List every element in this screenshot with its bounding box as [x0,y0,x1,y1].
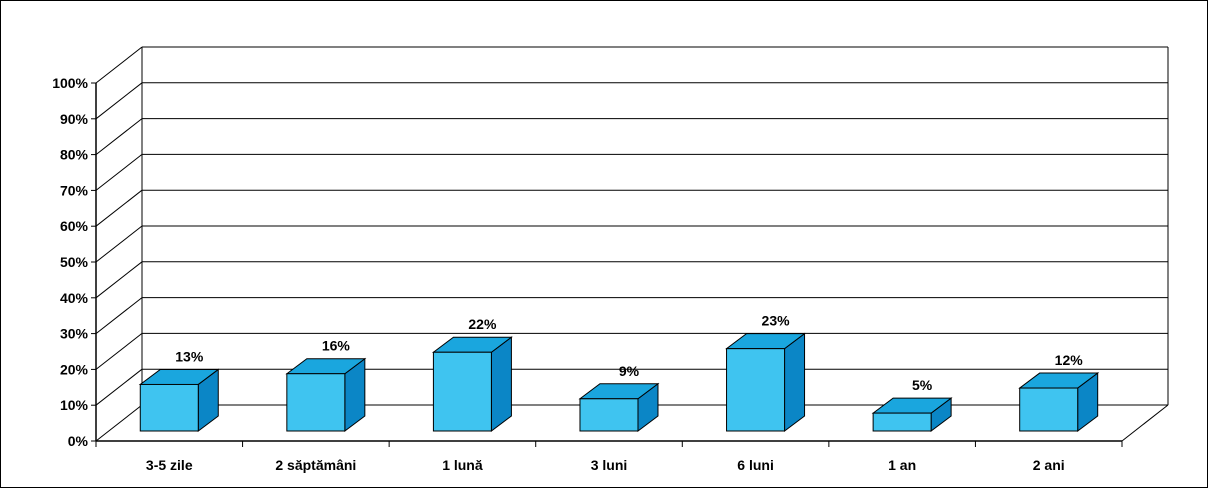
y-tick-label: 40% [60,290,89,306]
gridline-side [95,189,143,227]
data-label: 23% [762,313,791,329]
y-tick-label: 90% [60,111,89,127]
bar-front [579,398,639,432]
bar-front [286,373,346,432]
gridline-side [95,225,143,263]
gridlines [95,46,1169,442]
y-tick-label: 0% [68,433,89,449]
data-label: 16% [322,338,351,354]
bar-front [1019,387,1079,432]
gridline-side [95,46,143,84]
x-category-label: 2 săptămâni [275,457,356,473]
y-tick-label: 70% [60,182,89,198]
bar-front [726,348,786,432]
gridline-side [95,297,143,334]
y-tick-label: 80% [60,147,89,163]
gridline-side [95,154,143,191]
y-tick-label: 60% [60,218,89,234]
bar-side [490,336,512,432]
bar-front [139,383,199,432]
data-label: 12% [1055,352,1084,368]
x-category-label: 1 an [888,457,916,473]
bar [431,336,513,432]
bar-side [784,332,806,432]
gridline-side [95,333,143,370]
gridline-side [95,368,143,406]
bar-front [872,412,932,432]
bar [725,332,807,432]
y-tick-label: 20% [60,361,89,377]
y-tick-label: 50% [60,254,89,270]
gridline-side [95,261,143,299]
bar [871,397,953,432]
bar [138,368,220,432]
gridline-side [95,404,143,442]
data-label: 22% [468,316,497,332]
x-category-label: 1 lună [442,457,483,473]
x-category-label: 2 ani [1033,457,1065,473]
x-category-label: 3-5 zile [146,457,193,473]
y-tick-label: 100% [52,75,88,91]
floor-right-edge [1121,404,1169,442]
data-label: 13% [175,348,204,364]
bar-front [432,351,492,432]
bar [285,357,367,432]
x-category-label: 3 luni [591,457,628,473]
x-category-label: 6 luni [737,457,774,473]
data-label: 5% [912,377,933,393]
y-axis-ticks: 0% 10% 20% 30% 40% 50% 60% 70% 80% 90% 100% [52,75,1123,449]
bar [1018,372,1100,432]
y-tick-label: 10% [60,397,89,413]
bar [578,382,660,432]
data-label: 9% [619,363,640,379]
gridline-side [95,118,143,155]
bars: 13% 3-5 zile 16% 2 săptămâni 22% 1 lună 9% 3 lu… [138,313,1100,473]
gridline-side [95,82,143,120]
y-tick-label: 30% [60,326,89,342]
